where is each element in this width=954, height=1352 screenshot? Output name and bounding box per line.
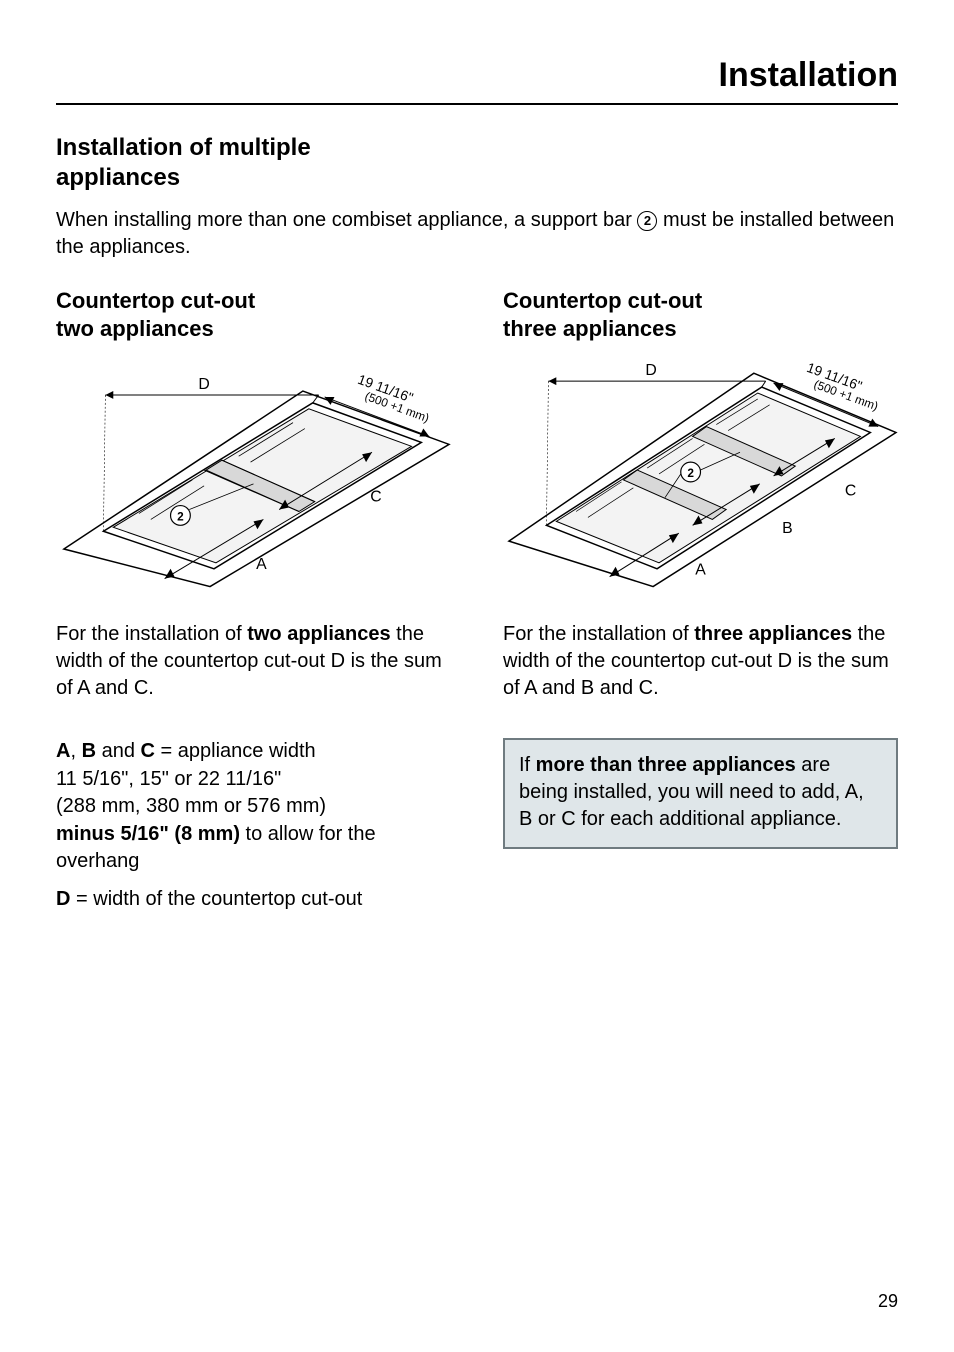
- def-c: C: [141, 740, 155, 762]
- label-d: D: [198, 376, 209, 393]
- right-subtitle-line1: Countertop cut-out: [503, 288, 702, 313]
- right-subtitle-line2: three appliances: [503, 316, 677, 341]
- label-a: A: [256, 556, 267, 573]
- right-column: Countertop cut-out three appliances: [503, 287, 898, 924]
- left-column: Countertop cut-out two appliances D: [56, 287, 451, 924]
- label-c: C: [370, 489, 381, 506]
- def-a: A: [56, 740, 70, 762]
- left-caption-bold: two appliances: [247, 623, 390, 645]
- support-bar-callout: 2: [687, 466, 694, 480]
- label-c: C: [845, 483, 856, 500]
- left-subtitle: Countertop cut-out two appliances: [56, 287, 451, 342]
- definitions-block: A, B and C = appliance width 11 5/16", 1…: [56, 738, 451, 914]
- intro-text-before: When installing more than one combiset a…: [56, 209, 637, 231]
- def-abc-rest: = appliance width: [155, 740, 316, 762]
- left-subtitle-line1: Countertop cut-out: [56, 288, 255, 313]
- intro-paragraph: When installing more than one combiset a…: [56, 207, 898, 261]
- label-b: B: [782, 520, 793, 537]
- two-column-layout: Countertop cut-out two appliances D: [56, 287, 898, 924]
- section-heading-line2: appliances: [56, 164, 180, 191]
- def-b: B: [82, 740, 96, 762]
- section-heading: Installation of multiple appliances: [56, 133, 898, 193]
- def-d-letter: D: [56, 888, 70, 910]
- label-d: D: [645, 362, 656, 379]
- def-abc: A, B and C = appliance width 11 5/16", 1…: [56, 738, 451, 876]
- right-caption-1: For the installation of: [503, 623, 694, 645]
- right-caption: For the installation of three appliances…: [503, 621, 898, 702]
- diagram-two-appliances: D 19 11/16" (500 +1 mm) A C 2: [56, 352, 451, 592]
- def-minus-bold: minus 5/16" (8 mm): [56, 823, 240, 845]
- note-box: If more than three appliances are being …: [503, 738, 898, 849]
- right-subtitle: Countertop cut-out three appliances: [503, 287, 898, 342]
- label-a: A: [695, 562, 706, 579]
- def-d: D = width of the countertop cut-out: [56, 886, 451, 914]
- support-bar-callout: 2: [177, 509, 184, 523]
- note-bold: more than three appliances: [536, 754, 796, 776]
- def-sep1: ,: [70, 740, 81, 762]
- note-1: If: [519, 754, 536, 776]
- def-sizes: 11 5/16", 15" or 22 11/16": [56, 768, 281, 790]
- diagram-three-appliances: D 19 11/16" (500 +1 mm) A B C 2: [503, 352, 898, 592]
- left-subtitle-line2: two appliances: [56, 316, 214, 341]
- def-mm: (288 mm, 380 mm or 576 mm): [56, 795, 326, 817]
- page-number: 29: [878, 1291, 898, 1312]
- left-caption-1: For the installation of: [56, 623, 247, 645]
- support-bar-ref-icon: 2: [637, 211, 657, 231]
- def-d-text: = width of the countertop cut-out: [70, 888, 362, 910]
- section-heading-line1: Installation of multiple: [56, 134, 311, 161]
- left-caption: For the installation of two appliances t…: [56, 621, 451, 702]
- def-sep2: and: [96, 740, 140, 762]
- right-caption-bold: three appliances: [694, 623, 852, 645]
- page-title: Installation: [56, 56, 898, 105]
